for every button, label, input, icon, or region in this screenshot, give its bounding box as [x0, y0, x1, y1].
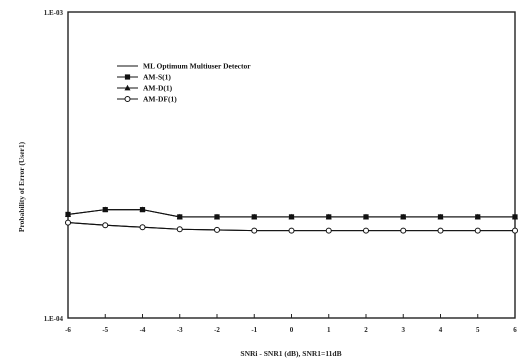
legend-marker [124, 84, 131, 91]
data-point [139, 206, 146, 213]
legend-label: AM-D(1) [143, 84, 173, 93]
data-point [251, 213, 258, 220]
y-tick-label: 1.E-03 [44, 9, 64, 17]
x-tick-label: 5 [476, 326, 480, 334]
legend-label: ML Optimum Multiuser Detector [143, 62, 251, 71]
data-point [400, 227, 407, 234]
legend-label: AM-DF(1) [143, 95, 177, 104]
legend-marker [124, 74, 131, 80]
legend-label: AM-S(1) [143, 73, 171, 82]
data-point [251, 227, 258, 234]
data-point [363, 227, 369, 234]
x-tick-label: 1 [327, 326, 331, 334]
data-point [325, 213, 332, 220]
x-axis-label: SNRi - SNR1 (dB), SNR1=11dB [240, 349, 341, 358]
legend-entry: AM-D(1) [117, 84, 173, 93]
data-point [102, 206, 109, 213]
data-point [65, 219, 71, 226]
data-point [65, 211, 71, 217]
data-point [139, 224, 146, 231]
x-tick-label: 3 [402, 326, 406, 334]
x-tick-label: -1 [251, 326, 257, 334]
x-tick-label: -5 [102, 326, 108, 334]
data-point [214, 226, 220, 233]
y-axis-label: Probability of Error (User1) [17, 141, 26, 232]
data-point [102, 222, 109, 229]
series-3 [65, 219, 518, 234]
data-point [176, 213, 183, 220]
data-point [512, 227, 518, 234]
x-tick-label: 4 [439, 326, 443, 334]
data-point [474, 227, 481, 234]
legend-marker [124, 96, 131, 102]
data-point [214, 213, 220, 220]
x-tick-label: -6 [65, 326, 71, 334]
data-point [437, 227, 444, 234]
x-tick-label: 0 [290, 326, 294, 334]
data-point [400, 213, 407, 220]
data-point [437, 213, 444, 220]
y-tick-label: 1.E-04 [44, 315, 64, 323]
x-tick-label: -2 [214, 326, 220, 334]
data-point [363, 213, 369, 220]
data-point [288, 227, 295, 234]
legend-entry: ML Optimum Multiuser Detector [117, 62, 251, 71]
legend-entry: AM-S(1) [117, 73, 171, 82]
plot-frame [67, 11, 516, 319]
data-point [176, 226, 183, 233]
data-point [288, 213, 295, 220]
x-tick-label: 6 [513, 326, 517, 334]
series-2 [65, 206, 518, 220]
legend-entry: AM-DF(1) [117, 95, 177, 104]
data-point [325, 227, 332, 234]
x-tick-label: -4 [140, 326, 146, 334]
x-tick-label: 2 [364, 326, 368, 334]
data-point [512, 213, 518, 220]
x-tick-label: -3 [177, 326, 183, 334]
data-point [474, 213, 481, 220]
